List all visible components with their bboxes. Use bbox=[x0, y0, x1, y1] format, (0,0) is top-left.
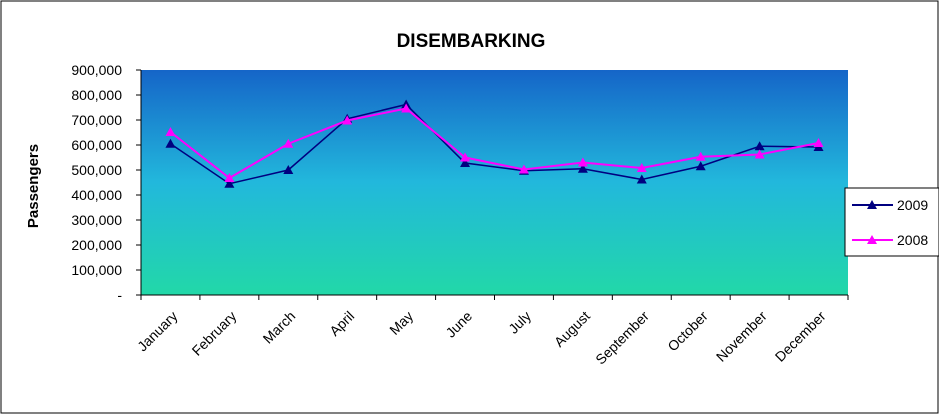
data-point bbox=[165, 127, 176, 136]
y-tick-label: - bbox=[117, 287, 122, 303]
legend-marker bbox=[867, 200, 877, 209]
series-line bbox=[169, 107, 819, 180]
legend-box bbox=[844, 187, 939, 257]
data-point bbox=[577, 157, 588, 167]
data-point bbox=[695, 151, 706, 161]
series-layer bbox=[165, 99, 824, 188]
legend-marker bbox=[867, 235, 877, 244]
data-point bbox=[283, 138, 294, 148]
legend-label: 2008 bbox=[897, 232, 928, 248]
series-line bbox=[170, 103, 819, 185]
y-tick-label: 100,000 bbox=[71, 262, 122, 278]
y-tick-label: 200,000 bbox=[71, 237, 122, 253]
data-point bbox=[518, 164, 529, 174]
data-point bbox=[224, 178, 235, 188]
chart-title: DISEMBARKING bbox=[397, 31, 546, 52]
series-2008 bbox=[165, 103, 824, 182]
y-tick-label: 300,000 bbox=[71, 212, 122, 228]
data-point bbox=[342, 115, 353, 125]
y-tick-label: 900,000 bbox=[71, 62, 122, 78]
data-point bbox=[754, 141, 765, 151]
legend: 2009 2008 bbox=[844, 187, 939, 257]
y-axis: - 100,000 200,000 300,000 400,000 500,000 600,… bbox=[71, 62, 142, 303]
y-tick-label: 600,000 bbox=[71, 137, 122, 153]
data-point bbox=[636, 174, 647, 184]
data-point bbox=[695, 161, 706, 171]
plot-area bbox=[141, 70, 848, 295]
series-2009 bbox=[165, 99, 824, 188]
data-point bbox=[401, 103, 412, 113]
data-point bbox=[165, 138, 176, 148]
y-tick-label: 700,000 bbox=[71, 112, 122, 128]
data-point bbox=[460, 158, 471, 167]
y-axis-label: Passengers bbox=[25, 144, 42, 228]
data-point bbox=[577, 163, 588, 173]
data-point bbox=[754, 149, 765, 159]
data-point bbox=[283, 165, 294, 174]
y-tick-label: 800,000 bbox=[71, 87, 122, 103]
legend-label: 2009 bbox=[897, 197, 928, 213]
y-tick-label: 500,000 bbox=[71, 162, 122, 178]
data-point bbox=[636, 163, 647, 172]
y-tick-label: 400,000 bbox=[71, 187, 122, 203]
data-point bbox=[813, 138, 824, 147]
data-point bbox=[460, 152, 471, 162]
data-point bbox=[224, 173, 235, 182]
